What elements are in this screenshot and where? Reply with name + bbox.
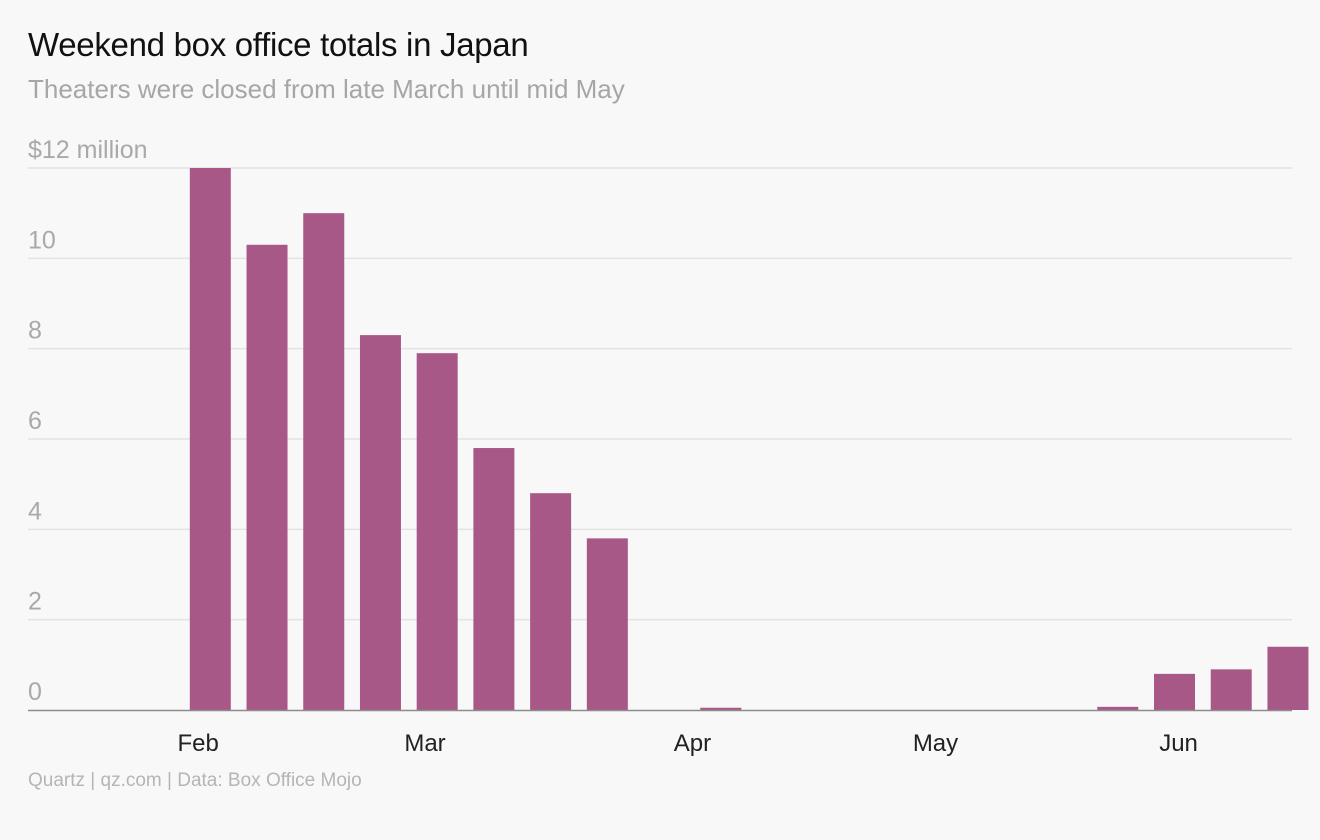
y-tick-label: $12 million	[28, 136, 148, 164]
bar	[416, 353, 458, 710]
x-tick-label: Jun	[1159, 730, 1198, 757]
chart-title: Weekend box office totals in Japan	[28, 26, 529, 63]
bar	[359, 335, 401, 710]
bar	[303, 213, 345, 710]
x-tick-label: Apr	[674, 730, 711, 757]
y-tick-label: 0	[28, 678, 42, 706]
x-tick-label: Mar	[404, 730, 445, 757]
bar	[700, 707, 742, 710]
bar	[1154, 673, 1196, 710]
x-tick-label: Feb	[177, 730, 218, 757]
bar	[189, 168, 231, 710]
bar	[246, 244, 288, 711]
chart-subtitle: Theaters were closed from late March unt…	[28, 74, 625, 104]
bar	[1267, 646, 1309, 710]
y-tick-label: 2	[28, 588, 42, 616]
y-tick-label: 6	[28, 407, 42, 435]
y-tick-label: 10	[28, 226, 56, 254]
bar	[1210, 669, 1252, 710]
bar	[473, 448, 515, 710]
gridlines	[28, 167, 1292, 621]
bar	[1097, 706, 1139, 710]
x-axis-ticks: Feb Mar Apr May Jun	[177, 730, 1197, 757]
y-axis-ticks: $12 million 10 8 6 4 2 0	[28, 136, 148, 706]
bars	[189, 168, 1309, 711]
bar	[586, 538, 628, 710]
y-tick-label: 8	[28, 317, 42, 345]
y-tick-label: 4	[28, 497, 42, 525]
source-footer: Quartz | qz.com | Data: Box Office Mojo	[28, 770, 362, 791]
bar	[530, 493, 572, 710]
x-tick-label: May	[913, 730, 958, 757]
